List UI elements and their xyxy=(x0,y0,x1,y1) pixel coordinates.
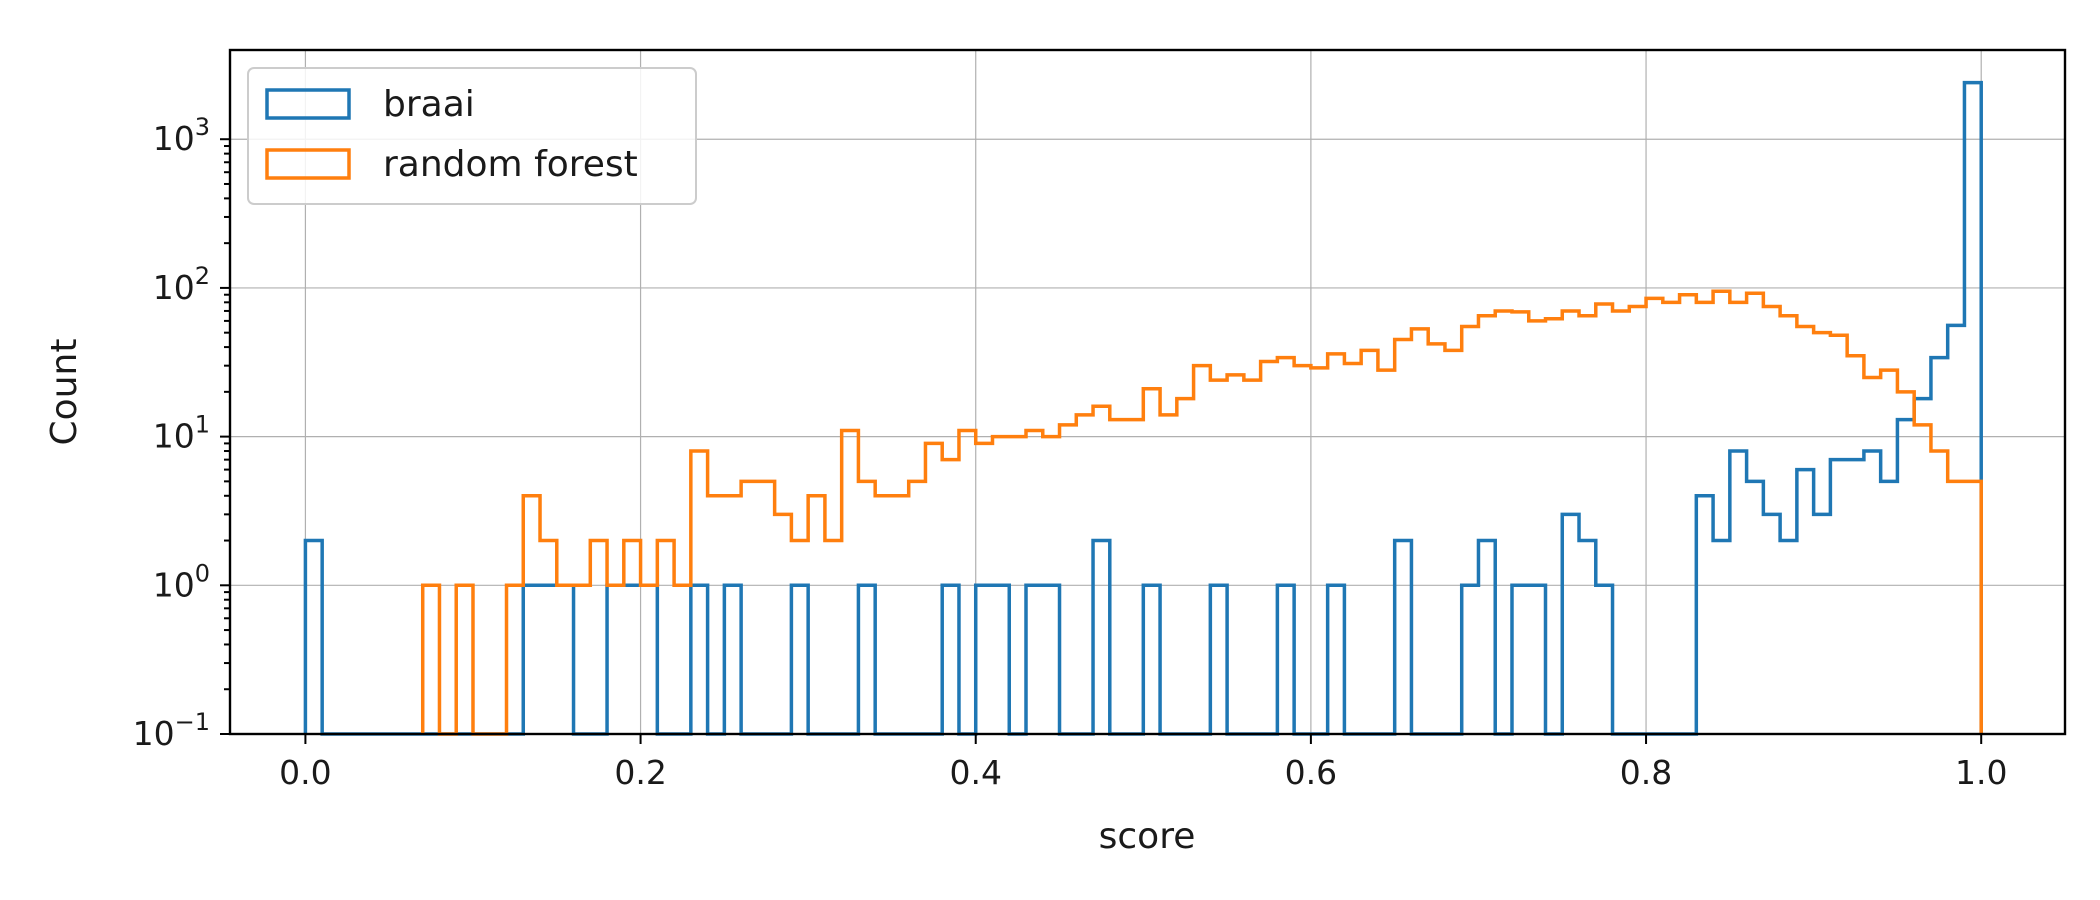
y-tick-base: 10 xyxy=(153,417,195,456)
y-tick-exponent: 3 xyxy=(195,113,210,141)
legend-swatch-braai xyxy=(265,88,351,120)
x-axis-ticks: 0.0 0.2 0.4 0.6 0.8 1.0 xyxy=(279,734,2007,792)
x-tick-label: 1.0 xyxy=(1955,753,2007,792)
legend-swatch-random-forest xyxy=(265,148,351,180)
y-tick-exponent: 2 xyxy=(195,262,210,290)
y-tick-base: 10 xyxy=(153,119,195,158)
x-tick-label: 0.6 xyxy=(1285,753,1337,792)
y-tick-base: 10 xyxy=(133,714,175,753)
y-tick-label: 102 xyxy=(153,262,210,307)
series-braai-step xyxy=(303,80,1983,736)
x-tick-label: 0.2 xyxy=(614,753,666,792)
series-layer xyxy=(303,80,1983,736)
x-tick-label: 0.0 xyxy=(279,753,331,792)
y-tick-exponent: 0 xyxy=(195,559,210,587)
x-tick-label: 0.4 xyxy=(949,753,1001,792)
y-tick-exponent: −1 xyxy=(175,708,210,736)
y-tick-label: 101 xyxy=(153,411,210,456)
legend-label-braai: braai xyxy=(383,84,475,125)
y-axis-label: Count xyxy=(44,339,85,446)
y-tick-base: 10 xyxy=(153,565,195,604)
legend-frame xyxy=(247,67,697,205)
legend: braai random forest xyxy=(247,67,697,205)
x-tick-label: 0.8 xyxy=(1620,753,1672,792)
y-tick-label: 100 xyxy=(153,559,210,604)
legend-label-random-forest: random forest xyxy=(383,144,638,185)
y-tick-label: 103 xyxy=(153,113,210,158)
y-tick-label: 10−1 xyxy=(133,708,210,753)
series-random-forest-step xyxy=(420,289,1983,736)
y-tick-base: 10 xyxy=(153,268,195,307)
x-axis-label: score xyxy=(1099,816,1196,857)
y-tick-exponent: 1 xyxy=(195,411,210,439)
